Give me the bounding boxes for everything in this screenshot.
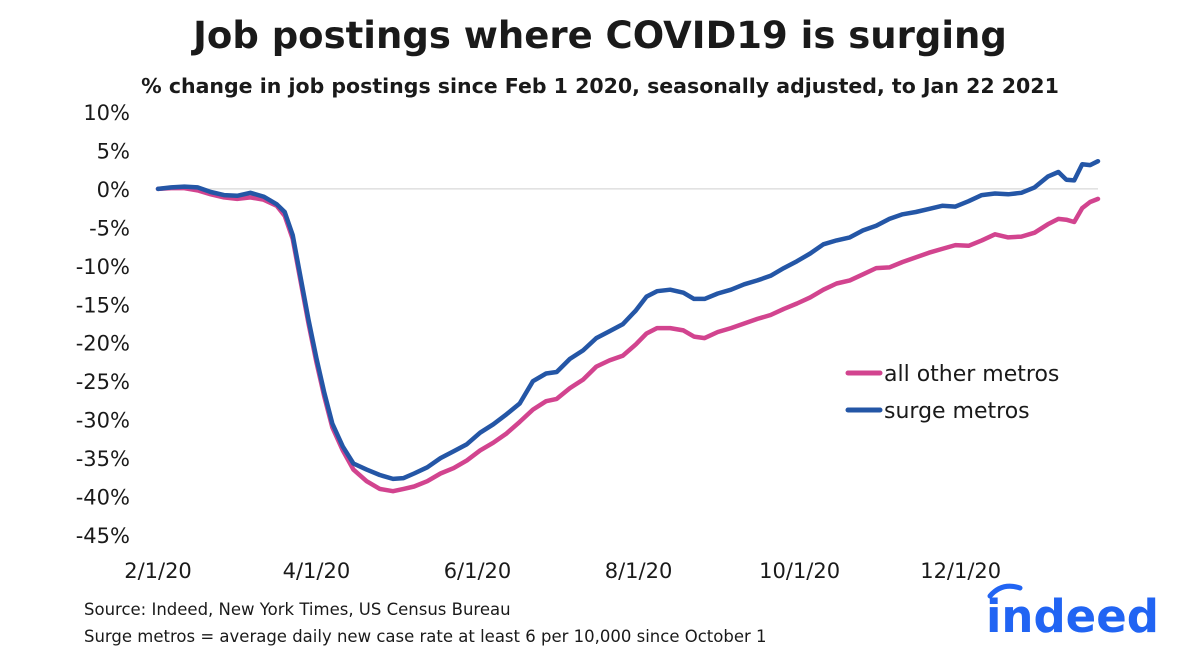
legend-label-surge-metros: surge metros xyxy=(884,399,1030,424)
x-tick-label: 4/1/20 xyxy=(283,559,351,583)
chart-title: Job postings where COVID19 is surging xyxy=(193,14,1007,57)
y-axis-ticks: 10% 5% 0% -5% -10% -15% -20% -25% -30% -35% -40% -4… xyxy=(76,101,130,548)
indeed-logo: indeed xyxy=(986,583,1156,642)
y-tick-label: -5% xyxy=(89,216,130,240)
y-tick-label: -35% xyxy=(76,447,130,471)
x-tick-label: 8/1/20 xyxy=(605,559,673,583)
x-tick-label: 2/1/20 xyxy=(124,559,192,583)
y-tick-label: -45% xyxy=(76,524,130,548)
series-lines xyxy=(155,158,1101,494)
legend: all other metros surge metros xyxy=(845,362,1059,424)
x-tick-label: 6/1/20 xyxy=(444,559,512,583)
series-line-surge-metros xyxy=(155,158,1101,482)
chart-subtitle: % change in job postings since Feb 1 202… xyxy=(141,74,1059,98)
x-axis-ticks: 2/1/20 4/1/20 6/1/20 8/1/20 10/1/20 12/1/20 xyxy=(124,559,1001,583)
y-tick-label: -40% xyxy=(76,486,130,510)
y-tick-label: -25% xyxy=(76,370,130,394)
y-tick-label: 5% xyxy=(97,139,130,163)
y-tick-label: 10% xyxy=(83,101,130,125)
x-tick-label: 12/1/20 xyxy=(920,559,1001,583)
y-tick-label: -30% xyxy=(76,409,130,433)
y-tick-label: 0% xyxy=(97,178,130,202)
y-tick-label: -10% xyxy=(76,255,130,279)
legend-label-all-other-metros: all other metros xyxy=(884,362,1059,387)
definition-note: Surge metros = average daily new case ra… xyxy=(84,627,767,646)
y-tick-label: -15% xyxy=(76,293,130,317)
logo-wordmark: indeed xyxy=(986,590,1156,642)
source-note: Source: Indeed, New York Times, US Censu… xyxy=(84,600,511,619)
x-tick-label: 10/1/20 xyxy=(759,559,840,583)
logo-arc-icon xyxy=(987,583,1023,599)
series-line-all-other-metros xyxy=(155,185,1101,494)
y-tick-label: -20% xyxy=(76,332,130,356)
